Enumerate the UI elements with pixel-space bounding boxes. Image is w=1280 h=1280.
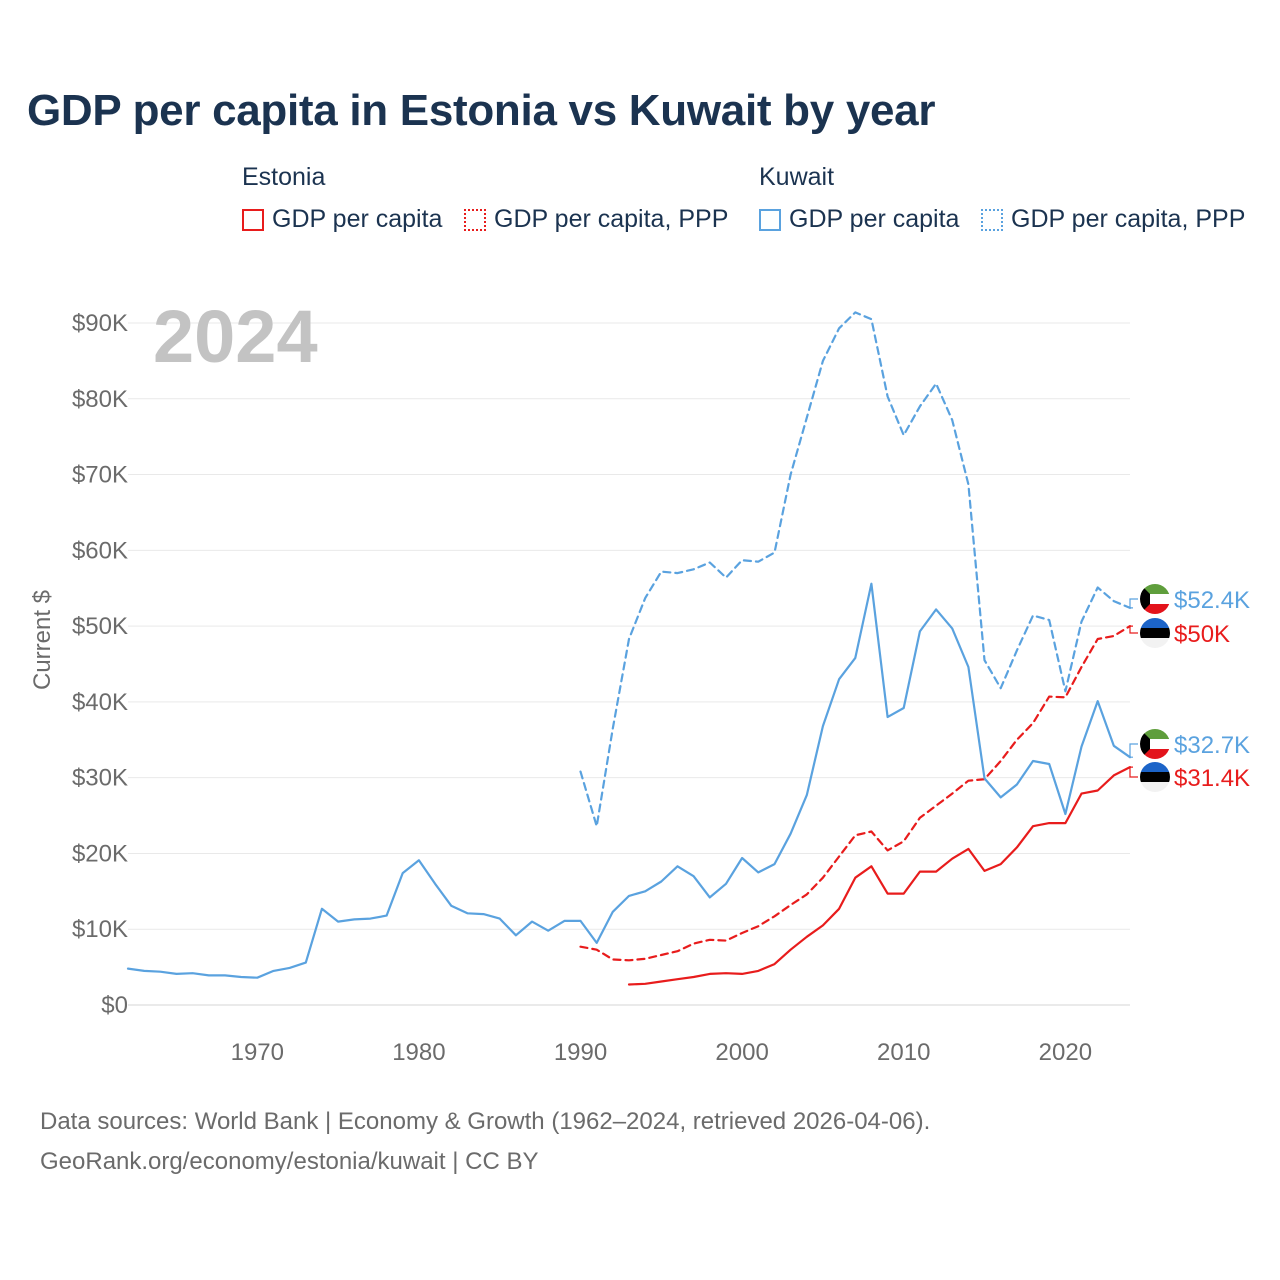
end-label-leader [1129, 625, 1138, 634]
y-axis-title: Current $ [29, 590, 56, 690]
legend-label: GDP per capita, PPP [494, 205, 729, 233]
legend-group-estonia: Estonia [242, 163, 326, 191]
estonia-flag-icon [1140, 762, 1170, 792]
y-tick-label: $50K [72, 613, 128, 640]
axis-layer: $0 $10K $20K $30K $40K $50K $60K $70K $80K $90K 19… [72, 310, 1092, 1066]
estonia-flag-icon [1140, 618, 1170, 648]
footer-credit: GeoRank.org/economy/estonia/kuwait | CC … [40, 1148, 539, 1175]
x-tick-label: 2000 [715, 1039, 768, 1066]
series-line-kuwait-gdp [126, 582, 1132, 979]
x-tick-label: 1990 [554, 1039, 607, 1066]
kuwait-flag-icon [1140, 729, 1170, 759]
legend-group-kuwait: Kuwait [759, 163, 835, 191]
footer-source: Data sources: World Bank | Economy & Gro… [40, 1108, 931, 1135]
y-tick-label: $10K [72, 916, 128, 943]
x-tick-label: 1970 [231, 1039, 284, 1066]
end-label-leader [1129, 598, 1138, 609]
y-tick-label: $80K [72, 386, 128, 413]
legend-swatch-dotted-red [464, 208, 486, 231]
year-watermark: 2024 [153, 295, 318, 378]
series-layer [126, 311, 1132, 986]
y-tick-label: $90K [72, 310, 128, 337]
end-label-leader [1129, 743, 1138, 758]
y-tick-label: $60K [72, 537, 128, 564]
series-line-estonia-gdp-ppp [579, 625, 1132, 962]
legend-swatch-dotted-blue [981, 208, 1003, 231]
end-value-label: $52.4K [1174, 587, 1250, 614]
legend-item-estonia-gdp-ppp[interactable]: GDP per capita, PPP [464, 205, 728, 234]
end-value-label: $50K [1174, 621, 1230, 648]
series-line-estonia-gdp [627, 766, 1132, 986]
end-value-label: $32.7K [1174, 732, 1250, 759]
legend-swatch-solid-blue [759, 208, 781, 231]
kuwait-flag-icon [1140, 584, 1170, 614]
legend-swatch-solid-red [242, 208, 264, 231]
x-tick-label: 2010 [877, 1039, 930, 1066]
legend-label: GDP per capita [789, 205, 960, 233]
x-tick-label: 2020 [1039, 1039, 1092, 1066]
legend-item-kuwait-gdp-ppp[interactable]: GDP per capita, PPP [981, 205, 1245, 234]
x-tick-label: 1980 [392, 1039, 445, 1066]
y-tick-label: $0 [101, 992, 128, 1019]
y-tick-label: $40K [72, 689, 128, 716]
label-layer: $52.4K $50K $32.7K $31.4K [1129, 584, 1250, 792]
grid-layer [128, 322, 1130, 1006]
y-tick-label: $20K [72, 840, 128, 867]
legend-item-estonia-gdp[interactable]: GDP per capita [242, 205, 442, 234]
series-line-kuwait-gdp-ppp [579, 311, 1132, 828]
y-tick-label: $70K [72, 462, 128, 489]
end-label-leader [1129, 766, 1138, 778]
y-tick-label: $30K [72, 765, 128, 792]
chart-title: GDP per capita in Estonia vs Kuwait by y… [27, 86, 936, 135]
end-value-label: $31.4K [1174, 765, 1250, 792]
legend-item-kuwait-gdp[interactable]: GDP per capita [759, 205, 959, 234]
legend-label: GDP per capita [272, 205, 443, 233]
legend-label: GDP per capita, PPP [1011, 205, 1246, 233]
